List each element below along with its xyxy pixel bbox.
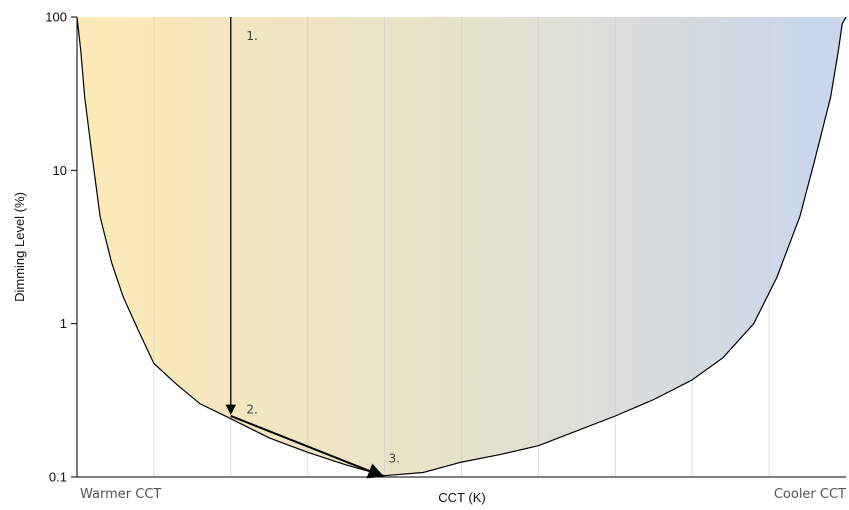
annotation-1: 1. <box>246 29 257 43</box>
y-tick-label: 100 <box>45 10 67 25</box>
boundary-curve <box>76 16 847 477</box>
x-axis-title: CCT (K) <box>438 490 485 505</box>
annotations: 1. 2. 3. <box>246 29 400 465</box>
x-end-label-cool: Cooler CCT <box>774 487 846 502</box>
annotation-3: 3. <box>389 452 400 466</box>
y-tick-label: 0.1 <box>49 470 67 485</box>
x-end-label-warm: Warmer CCT <box>80 487 161 502</box>
y-tick-label: 1 <box>60 316 67 331</box>
axes <box>76 17 846 478</box>
y-axis-title: Dimming Level (%) <box>12 192 27 302</box>
y-tick-label: 10 <box>53 163 67 178</box>
annotation-2: 2. <box>246 403 257 417</box>
dimming-path <box>225 17 385 479</box>
y-tick-labels: 0.1 1 10 100 <box>45 10 77 485</box>
path-arrow-2 <box>230 415 385 479</box>
